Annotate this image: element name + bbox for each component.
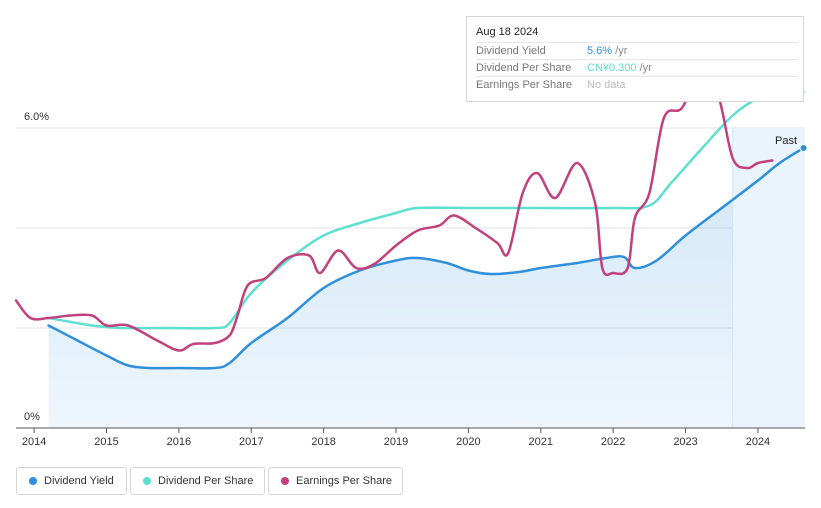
legend-dot-icon	[143, 477, 151, 485]
x-tick-label: 2019	[384, 436, 408, 448]
current-point-marker	[799, 144, 808, 152]
tooltip-row-dps: Dividend Per Share CN¥0.300 /yr	[476, 59, 798, 76]
yield-area-fill	[48, 148, 804, 428]
legend-dividend-yield[interactable]: Dividend Yield	[16, 467, 127, 495]
series-line-yield	[47, 146, 805, 370]
tooltip-row-eps: Earnings Per Share No data	[476, 76, 798, 93]
x-tick-label: 2022	[601, 436, 625, 448]
past-region	[732, 128, 805, 428]
series-lines	[14, 71, 808, 370]
tooltip-value: No data	[587, 79, 626, 91]
yield-area	[48, 148, 804, 428]
tooltip-row-yield: Dividend Yield 5.6% /yr	[476, 42, 798, 59]
legend-dot-icon	[29, 477, 37, 485]
x-tick-label: 2020	[456, 436, 480, 448]
x-tick-label: 2018	[311, 436, 335, 448]
x-tick-label: 2023	[673, 436, 697, 448]
axes: 0% 6.0% 2014 2015 2016 2017 2018 2019 2020 2021 20…	[16, 111, 805, 448]
x-tick-label: 2021	[529, 436, 553, 448]
y-tick-label: 6.0%	[24, 111, 49, 123]
y-tick-label: 0%	[24, 411, 40, 423]
legend-earnings-per-share[interactable]: Earnings Per Share	[268, 467, 403, 495]
series-line-eps	[14, 71, 774, 352]
x-tick-label: 2024	[746, 436, 770, 448]
tooltip-date: Aug 18 2024	[476, 26, 539, 38]
x-tick-label: 2016	[167, 436, 191, 448]
past-label: Past	[775, 135, 797, 147]
x-tick-label: 2017	[239, 436, 263, 448]
series-line-dps	[47, 90, 805, 330]
x-tick-label: 2015	[94, 436, 118, 448]
x-tick-label: 2014	[22, 436, 46, 448]
tooltip-label: Dividend Yield	[476, 45, 546, 57]
tooltip-panel: Aug 18 2024 Dividend Yield 5.6% /yr Divi…	[466, 16, 804, 102]
tooltip-label: Earnings Per Share	[476, 79, 572, 91]
past-region-band	[732, 128, 805, 428]
tooltip-value: 5.6% /yr	[587, 45, 628, 57]
legend-dividend-per-share[interactable]: Dividend Per Share	[130, 467, 265, 495]
tooltip-label: Dividend Per Share	[476, 62, 572, 74]
legend-dot-icon	[281, 477, 289, 485]
tooltip-value: CN¥0.300 /yr	[587, 62, 652, 74]
